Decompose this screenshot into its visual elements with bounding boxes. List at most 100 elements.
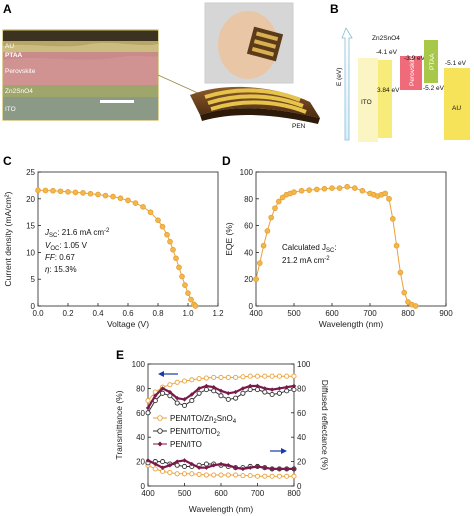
data-point: [185, 290, 191, 296]
data-point: [233, 395, 239, 401]
y-tick-label: 60: [136, 409, 145, 418]
data-point: [160, 459, 166, 465]
data-point: [291, 473, 297, 479]
data-point: [256, 260, 263, 266]
y-tick-label: 100: [240, 168, 254, 177]
ptaa-bottom-level: -5.2 eV: [423, 85, 445, 92]
panel-label-b: B: [330, 2, 339, 16]
data-point: [276, 373, 282, 379]
data-point: [80, 190, 86, 196]
data-point: [189, 471, 195, 477]
panel-a-device: PEN: [190, 86, 320, 130]
data-point: [397, 269, 404, 276]
data-point: [50, 187, 56, 194]
data-point: [196, 471, 202, 477]
data-point: [125, 197, 131, 204]
data-point: [174, 400, 180, 406]
x-tick-label: 0.6: [122, 309, 134, 318]
y-tick-label: 10: [26, 248, 35, 257]
data-point: [401, 289, 408, 296]
svg-text:PEN/ITO: PEN/ITO: [170, 440, 202, 449]
data-point: [57, 188, 64, 195]
data-point: [269, 373, 275, 379]
panel-label-a: A: [3, 2, 12, 16]
data-point: [233, 374, 239, 380]
data-point: [253, 276, 259, 283]
data-point: [276, 473, 282, 479]
data-point: [248, 383, 253, 389]
ito-label: ITO: [361, 99, 372, 106]
data-point: [181, 378, 188, 384]
data-point: [262, 373, 268, 379]
au-block: [444, 68, 470, 140]
data-point: [203, 375, 209, 381]
perovskite-label: Perovskite: [409, 55, 416, 86]
data-point: [181, 402, 188, 409]
y-tick-label: 40: [136, 433, 145, 442]
data-point: [262, 465, 267, 470]
jv-ylabel: Current density (mA/cm²): [3, 191, 13, 286]
y-tick-label: 25: [26, 168, 35, 177]
data-point: [291, 189, 297, 195]
data-point: [291, 373, 297, 379]
data-point: [140, 203, 146, 210]
left-axis-arrow: [158, 371, 178, 377]
data-point: [275, 198, 282, 205]
data-point: [248, 465, 253, 470]
data-point: [147, 209, 154, 216]
data-point: [95, 191, 101, 198]
data-point: [102, 192, 109, 199]
data-point: [284, 466, 289, 472]
data-point: [321, 185, 328, 192]
pen-label: PEN: [292, 123, 306, 130]
data-point: [269, 391, 275, 398]
x-tick-label: 900: [439, 309, 453, 318]
panel-a-photo: [204, 2, 294, 84]
eqe-xlabel: Wavelength (nm): [319, 319, 384, 329]
data-point: [175, 459, 180, 464]
legend: PEN/ITO/Zn2SnO4 PEN/ITO/TiO2 PEN/ITO: [153, 414, 237, 449]
ito-block: [358, 58, 378, 142]
eqe-ylabel: EQE (%): [224, 222, 234, 256]
data-point: [269, 466, 275, 472]
data-point: [110, 193, 116, 200]
data-point: [260, 242, 267, 249]
jv-annotation-ff: FF: 0.67: [45, 253, 75, 262]
jv-curve-chart: Voltage (V) Current density (mA/cm²) JSC…: [3, 168, 224, 329]
data-point: [167, 382, 173, 388]
eqe-chart: Wavelength (nm) EQE (%) Calculated JSC: …: [224, 168, 453, 329]
data-point: [233, 465, 238, 470]
bandgap-label: 3.84 eV: [377, 87, 400, 94]
y-tick-label: 60: [244, 222, 253, 231]
data-point: [189, 377, 195, 383]
data-point: [182, 458, 187, 463]
data-point: [164, 231, 170, 238]
data-point: [254, 373, 261, 379]
x-tick-label: 800: [401, 309, 415, 318]
data-point: [181, 471, 188, 477]
data-point: [218, 374, 224, 380]
data-point: [291, 466, 297, 472]
panel-label-c: C: [3, 154, 12, 168]
eqe-annotation-value: 21.2 mA cm-2: [282, 256, 330, 265]
data-point: [291, 383, 297, 389]
trans-ylabel: Transmittance (%): [114, 390, 124, 459]
data-point: [218, 393, 224, 399]
data-point: [159, 223, 166, 230]
reflect-ylabel: Diffused reflectance (%): [320, 380, 330, 471]
data-point: [160, 390, 166, 396]
data-point: [176, 264, 182, 271]
data-point: [272, 205, 278, 212]
svg-text:PEN/ITO/Zn2SnO4: PEN/ITO/Zn2SnO4: [170, 414, 237, 425]
data-point: [306, 187, 313, 193]
data-point: [155, 217, 161, 224]
legend-entry-ito: PEN/ITO: [153, 440, 202, 449]
data-point: [145, 405, 151, 411]
data-point: [247, 373, 253, 379]
data-point: [393, 242, 400, 249]
data-point: [262, 386, 267, 391]
x-tick-label: 500: [287, 309, 301, 318]
x-tick-label: 800: [287, 489, 301, 498]
legend-entry-tio2: PEN/ITO/TiO2: [153, 427, 221, 438]
panel-a-cross-section: AU PTAA Perovskite Zn2SnO4 ITO: [2, 29, 159, 121]
